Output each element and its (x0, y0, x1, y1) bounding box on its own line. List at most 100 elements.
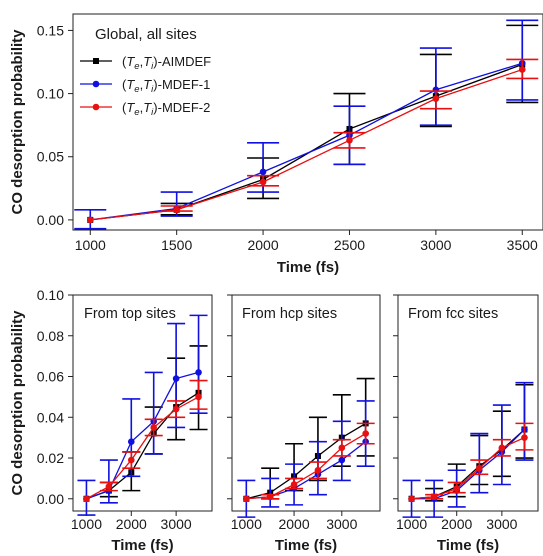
series-mdef2 (86, 58, 539, 224)
x-tick-label: 1000 (75, 237, 106, 253)
plot-frame (397, 294, 539, 512)
legend: (Te,Ti)-AIMDEF (Te,Ti)-MDEF-1 (Te,Ti)-MDEF… (80, 54, 211, 118)
data-point (498, 444, 506, 452)
x-tick-label: 3000 (326, 516, 357, 532)
x-tick-label: 3000 (486, 516, 517, 532)
legend-marker (93, 58, 99, 64)
data-point (518, 66, 526, 73)
series-line (411, 437, 525, 500)
x-axis-label: Time (fs) (275, 537, 337, 554)
x-axis-label: Time (fs) (437, 537, 499, 554)
series-aimdef (408, 383, 534, 502)
series-line (246, 422, 367, 500)
data-point (521, 434, 528, 441)
y-tick-label: 0.08 (37, 328, 64, 344)
data-point (105, 483, 113, 490)
series-line (90, 68, 523, 221)
data-point (243, 495, 250, 503)
panel-title: From top sites (84, 306, 176, 322)
chart-panel-1: 1000 1500 2000 2500 3000 3500 0.00 0.05 0.10 0.15… (9, 13, 543, 276)
y-tick-label: 0.15 (37, 22, 64, 38)
x-tick-label: 3000 (161, 516, 192, 532)
data-point (259, 168, 267, 176)
chart-panel-3: 1000 2000 3000 Time (fs) From hcp sites (227, 294, 381, 554)
data-point (432, 95, 440, 102)
series-line (246, 441, 367, 500)
data-point (430, 493, 438, 501)
data-point (127, 456, 135, 464)
data-point (195, 393, 202, 401)
y-tick-label: 0.10 (37, 86, 64, 102)
y-tick-label: 0.10 (37, 287, 64, 303)
plot-frame (72, 13, 543, 231)
x-tick-label: 2500 (334, 237, 365, 253)
data-point (127, 438, 135, 446)
x-tick-label: 2000 (278, 516, 309, 532)
plot-frame (72, 294, 213, 512)
chart-panel-4: 1000 2000 3000 Time (fs) From fcc sites (393, 294, 539, 554)
data-point (150, 424, 158, 431)
series-line (86, 371, 199, 500)
y-tick-label: 0.06 (37, 369, 64, 385)
data-point (408, 495, 415, 503)
x-tick-label: 1000 (231, 516, 262, 532)
legend-marker (92, 80, 100, 88)
data-point (453, 485, 461, 492)
panel-title-background (81, 305, 179, 323)
series-mdef1 (74, 19, 539, 230)
y-tick-label: 0.05 (37, 149, 64, 165)
panel-title-background (405, 305, 502, 323)
data-point (362, 430, 369, 437)
x-tick-label: 2000 (116, 516, 147, 532)
x-tick-label: 2000 (247, 237, 278, 253)
series-mdef1 (77, 314, 208, 516)
legend-marker (92, 103, 100, 111)
data-point (195, 369, 202, 376)
y-tick-label: 0.00 (37, 491, 64, 507)
data-point (314, 466, 322, 474)
data-point (346, 137, 353, 144)
y-tick-label: 0.02 (37, 450, 64, 466)
data-point (172, 375, 180, 382)
legend-label: (Te,Ti)-AIMDEF (122, 54, 211, 72)
data-point (338, 456, 346, 464)
series-mdef2 (83, 379, 208, 503)
x-tick-label: 1000 (71, 516, 102, 532)
panel-title: From hcp sites (242, 306, 337, 322)
series-mdef1 (237, 400, 375, 518)
data-point (173, 206, 180, 214)
y-axis-label: CO desorption probability (9, 29, 26, 215)
y-tick-label: 0.04 (37, 409, 64, 425)
data-point (475, 464, 483, 472)
data-point (266, 493, 274, 501)
x-tick-label: 2000 (441, 516, 472, 532)
data-point (259, 178, 267, 186)
data-point (86, 216, 94, 224)
data-point (172, 405, 180, 413)
series-mdef1 (402, 381, 534, 518)
data-point (290, 481, 298, 488)
x-axis-label: Time (fs) (277, 259, 339, 276)
data-point (338, 444, 346, 452)
x-tick-label: 3000 (420, 237, 451, 253)
x-tick-label: 1500 (161, 237, 192, 253)
legend-label: (Te,Ti)-MDEF-1 (122, 77, 210, 95)
x-axis-label: Time (fs) (111, 537, 173, 554)
legend-title: Global, all sites (95, 26, 197, 43)
y-axis-label: CO desorption probability (9, 310, 26, 496)
panel-title: From fcc sites (408, 306, 498, 322)
series-line (246, 433, 367, 500)
series-mdef2 (243, 422, 375, 503)
plot-frame (231, 294, 381, 512)
data-point (83, 495, 90, 503)
y-tick-label: 0.00 (37, 212, 64, 228)
series-line (86, 396, 199, 500)
panel-title-background (239, 305, 341, 323)
chart-panel-2: 1000 2000 3000 0.00 0.02 0.04 0.06 0.08 0.10 Time… (9, 287, 213, 554)
series-aimdef (83, 345, 208, 502)
x-tick-label: 1000 (396, 516, 427, 532)
series-mdef2 (408, 422, 534, 503)
legend-label: (Te,Ti)-MDEF-2 (122, 100, 210, 118)
x-tick-label: 3500 (507, 237, 538, 253)
